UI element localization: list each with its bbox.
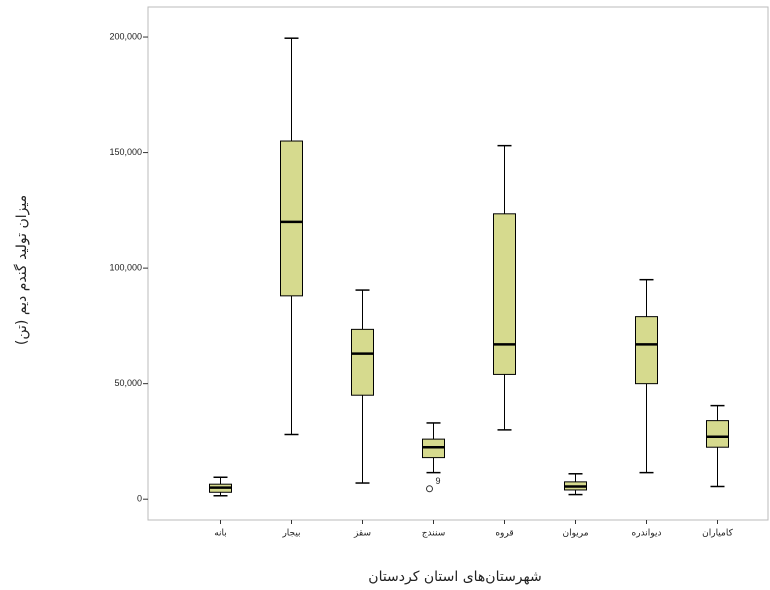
y-tick-label: 150,000 <box>109 147 142 157</box>
x-tick-label: دیواندره <box>632 529 662 539</box>
box <box>635 316 658 385</box>
plot-frame <box>147 6 769 521</box>
x-tick-label: بانه <box>214 529 227 539</box>
y-tick-label: 200,000 <box>109 31 142 41</box>
x-tick-label: مریوان <box>562 529 588 539</box>
x-tick-label: قروه <box>495 529 513 539</box>
box <box>351 328 374 396</box>
x-tick-label: سنندج <box>422 529 446 539</box>
x-tick-label: کامیاران <box>702 529 733 539</box>
box <box>706 420 729 448</box>
box <box>493 213 516 375</box>
x-tick-label: سقز <box>353 529 371 539</box>
x-axis-title: شهرستان‌های استان کردستان <box>368 569 541 585</box>
y-tick-label: 0 <box>137 494 142 504</box>
outlier-label: 9 <box>436 476 441 486</box>
y-axis-title: میزان تولید گندم دیم (تن) <box>13 195 30 345</box>
box <box>280 140 303 297</box>
x-tick-label: بیجار <box>281 529 300 539</box>
y-tick-label: 50,000 <box>114 378 142 388</box>
y-tick-label: 100,000 <box>109 262 142 272</box>
outlier <box>426 485 433 493</box>
